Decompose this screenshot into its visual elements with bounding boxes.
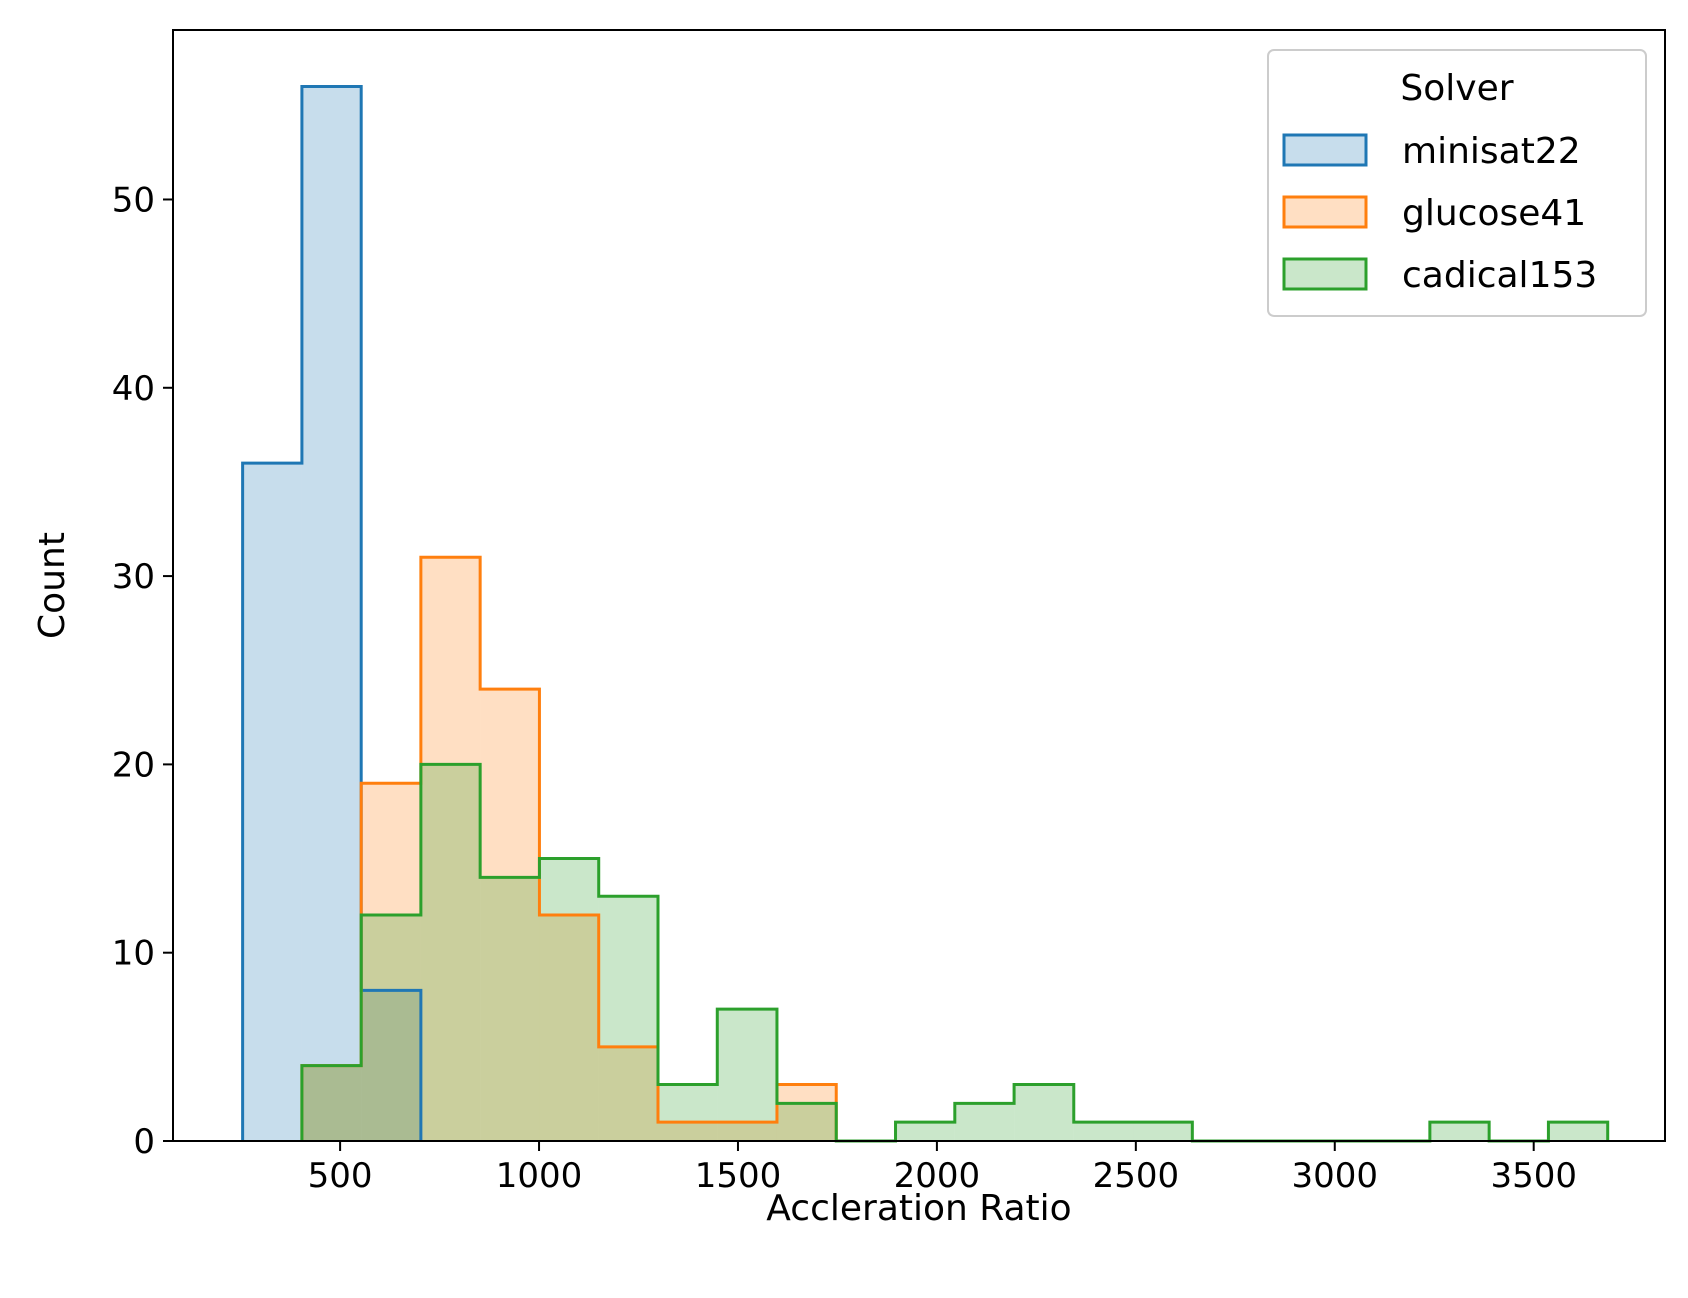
histogram-bar-glucose41-2	[361, 783, 421, 1141]
histogram-bar-cadical153-9	[776, 1103, 837, 1141]
histogram-bar-cadical153-5	[539, 858, 599, 1141]
x-tick-label: 3500	[1490, 1156, 1577, 1196]
x-tick-label: 500	[308, 1156, 373, 1196]
x-tick-label: 2000	[894, 1156, 981, 1196]
histogram-bar-cadical153-3	[420, 764, 481, 1141]
legend-frame	[1267, 49, 1647, 317]
histogram-bar-minisat22-2	[361, 990, 421, 1141]
y-tick-label: 10	[112, 934, 155, 974]
x-axis-ticks: 500 1000 1500 2000 2500 3000 3500	[308, 1141, 1577, 1196]
histogram-bar-cadical153-22	[1548, 1122, 1608, 1141]
y-tick-label: 50	[112, 180, 155, 220]
histogram-bar-cadical153-8	[717, 1009, 777, 1141]
histogram-outline-minisat22	[241, 84, 423, 1141]
y-tick-label: 30	[112, 557, 155, 597]
plot-frame	[172, 29, 1666, 1142]
histogram-outline-glucose41	[300, 555, 838, 1141]
histogram-bar-cadical153-2	[361, 915, 421, 1141]
x-axis-label: Accleration Ratio	[766, 1188, 1071, 1229]
y-tick-label: 0	[133, 1122, 155, 1162]
x-tick-label: 1500	[695, 1156, 782, 1196]
x-tick-label: 3000	[1292, 1156, 1379, 1196]
histogram-bar-cadical153-4	[480, 877, 540, 1141]
histogram-bar-cadical153-14	[1073, 1122, 1134, 1141]
histogram-bar-cadical153-7	[657, 1084, 718, 1141]
histogram-bar-cadical153-1	[301, 1065, 362, 1141]
histogram-bar-glucose41-9	[776, 1084, 837, 1141]
legend-swatch-glucose41	[1282, 195, 1368, 229]
legend-title: Solver	[1400, 68, 1513, 109]
x-tick-label: 1000	[496, 1156, 583, 1196]
histogram-bar-cadical153-6	[598, 896, 658, 1141]
histogram-bar-minisat22-1	[301, 86, 362, 1141]
y-tick-label: 20	[112, 745, 155, 785]
histogram-bar-cadical153-13	[1014, 1084, 1074, 1141]
histogram-bar-cadical153-11	[895, 1122, 955, 1141]
y-axis-ticks: 0 10 20 30 40 50	[112, 180, 173, 1162]
y-tick-label: 40	[112, 369, 155, 409]
legend-swatch-cadical153	[1282, 257, 1368, 291]
histogram-bar-cadical153-12	[954, 1103, 1015, 1141]
histogram-outline-cadical153	[300, 762, 1610, 1143]
histogram-bar-minisat22-0	[242, 463, 302, 1141]
legend: Solver minisat22 glucose41 cadical153	[1267, 49, 1647, 317]
histogram-bar-glucose41-8	[717, 1122, 777, 1141]
histogram-bar-glucose41-1	[301, 1065, 362, 1141]
histogram-bar-glucose41-7	[657, 1122, 718, 1141]
legend-entry-minisat22: minisat22	[1402, 131, 1581, 172]
histogram-bar-cadical153-20	[1429, 1122, 1490, 1141]
histogram-bar-glucose41-5	[539, 915, 599, 1141]
legend-entry-glucose41: glucose41	[1402, 193, 1586, 234]
histogram-bar-glucose41-4	[480, 689, 540, 1141]
histogram-bar-glucose41-3	[420, 557, 481, 1141]
y-axis-label: Count	[32, 532, 73, 639]
histogram-fills	[242, 86, 1608, 1141]
x-tick-label: 2500	[1093, 1156, 1180, 1196]
histogram-outlines	[241, 84, 1610, 1143]
histogram-bar-cadical153-15	[1133, 1122, 1193, 1141]
histogram-bar-glucose41-6	[598, 1046, 658, 1141]
legend-entry-cadical153: cadical153	[1402, 255, 1597, 296]
legend-swatch-minisat22	[1282, 133, 1368, 167]
